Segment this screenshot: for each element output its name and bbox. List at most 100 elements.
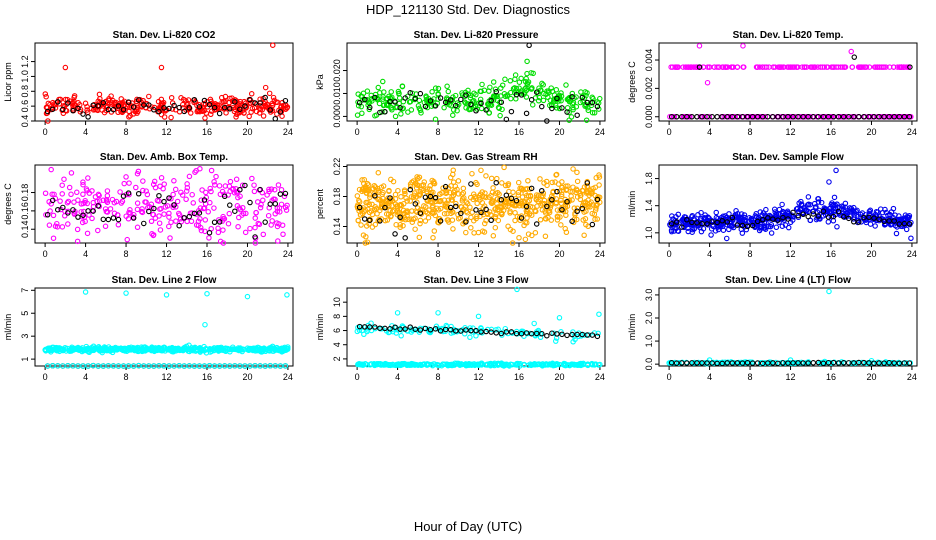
data-point-outlier (666, 360, 672, 366)
data-point (388, 89, 394, 95)
data-point (456, 361, 462, 368)
data-point (849, 64, 855, 70)
data-point (558, 329, 564, 335)
hourly-point (523, 330, 530, 336)
x-tick-label: 12 (162, 372, 172, 382)
hourly-point (508, 108, 515, 115)
data-point (439, 190, 445, 196)
data-point (375, 96, 381, 102)
data-point (483, 217, 489, 224)
data-point (521, 361, 528, 368)
data-point (270, 196, 277, 202)
data-point (400, 207, 407, 214)
data-point (65, 221, 71, 227)
data-point (515, 192, 522, 198)
data-point (805, 194, 812, 200)
data-point (556, 105, 563, 112)
data-point (471, 217, 477, 224)
data-point (573, 189, 579, 196)
data-point (581, 232, 587, 239)
data-point-outlier (202, 115, 208, 121)
data-point (201, 107, 207, 114)
data-point (474, 181, 480, 188)
hourly-point (729, 360, 736, 366)
data-point (124, 345, 130, 352)
hourly-point (367, 324, 373, 330)
data-point (363, 234, 369, 240)
hourly-point (589, 221, 596, 228)
hourly-point (191, 210, 198, 217)
data-point (127, 207, 133, 213)
data-point (262, 102, 269, 109)
data-point (156, 213, 162, 219)
y-tick-label: 1.4 (644, 199, 654, 212)
data-point (779, 201, 785, 208)
hourly-point (744, 113, 751, 120)
data-point (494, 189, 501, 196)
data-point (526, 211, 533, 217)
hourly-point (252, 100, 258, 106)
data-point (508, 95, 514, 102)
hourly-point (759, 360, 766, 367)
data-point (196, 363, 203, 369)
data-points (42, 42, 291, 124)
data-point (501, 164, 507, 171)
data-point (432, 85, 439, 91)
data-point (109, 196, 116, 203)
data-point (89, 215, 95, 222)
data-point (548, 193, 555, 199)
hourly-point (689, 360, 695, 366)
y-tick-label: 0.22 (332, 158, 342, 176)
hourly-point (861, 359, 867, 366)
hourly-point (734, 222, 741, 228)
data-point (490, 185, 496, 191)
y-axis-label: degrees C (3, 183, 13, 225)
hourly-point (840, 360, 847, 366)
data-point (545, 214, 551, 221)
hourly-point (795, 113, 801, 120)
data-point (181, 363, 187, 369)
data-point (512, 72, 519, 78)
hourly-point (272, 201, 279, 207)
data-point (773, 224, 780, 231)
hourly-point (709, 219, 715, 225)
hourly-point (579, 94, 585, 101)
data-point (593, 175, 599, 181)
hourly-point (765, 360, 771, 366)
data-point (186, 363, 193, 369)
y-tick-label: 0.6 (20, 100, 30, 113)
data-point (424, 186, 430, 192)
hourly-point (584, 99, 591, 106)
data-point (180, 96, 187, 103)
data-point (762, 360, 768, 367)
hourly-point (417, 327, 424, 333)
data-point (278, 186, 285, 193)
data-point (170, 191, 176, 198)
x-tick-label: 0 (43, 372, 48, 382)
data-point (463, 361, 470, 368)
data-point (115, 363, 122, 369)
data-point (141, 363, 147, 369)
data-point (158, 175, 165, 181)
data-point (258, 349, 264, 355)
data-point (85, 175, 91, 181)
data-point (708, 232, 714, 238)
hourly-point (372, 193, 378, 199)
data-point (477, 191, 484, 197)
data-point (364, 328, 370, 335)
hourly-point (694, 113, 700, 120)
data-point (208, 167, 215, 174)
data-point (126, 209, 132, 216)
data-point (714, 64, 720, 70)
x-tick-label: 4 (707, 127, 712, 137)
hourly-point (876, 113, 882, 120)
hourly-point (820, 113, 827, 120)
hourly-point (75, 214, 81, 220)
data-point (172, 346, 179, 353)
data-point (386, 202, 392, 209)
data-point (798, 202, 805, 208)
data-point (519, 185, 525, 192)
data-point (516, 202, 523, 209)
hourly-point (377, 218, 383, 224)
data-point (223, 110, 229, 116)
